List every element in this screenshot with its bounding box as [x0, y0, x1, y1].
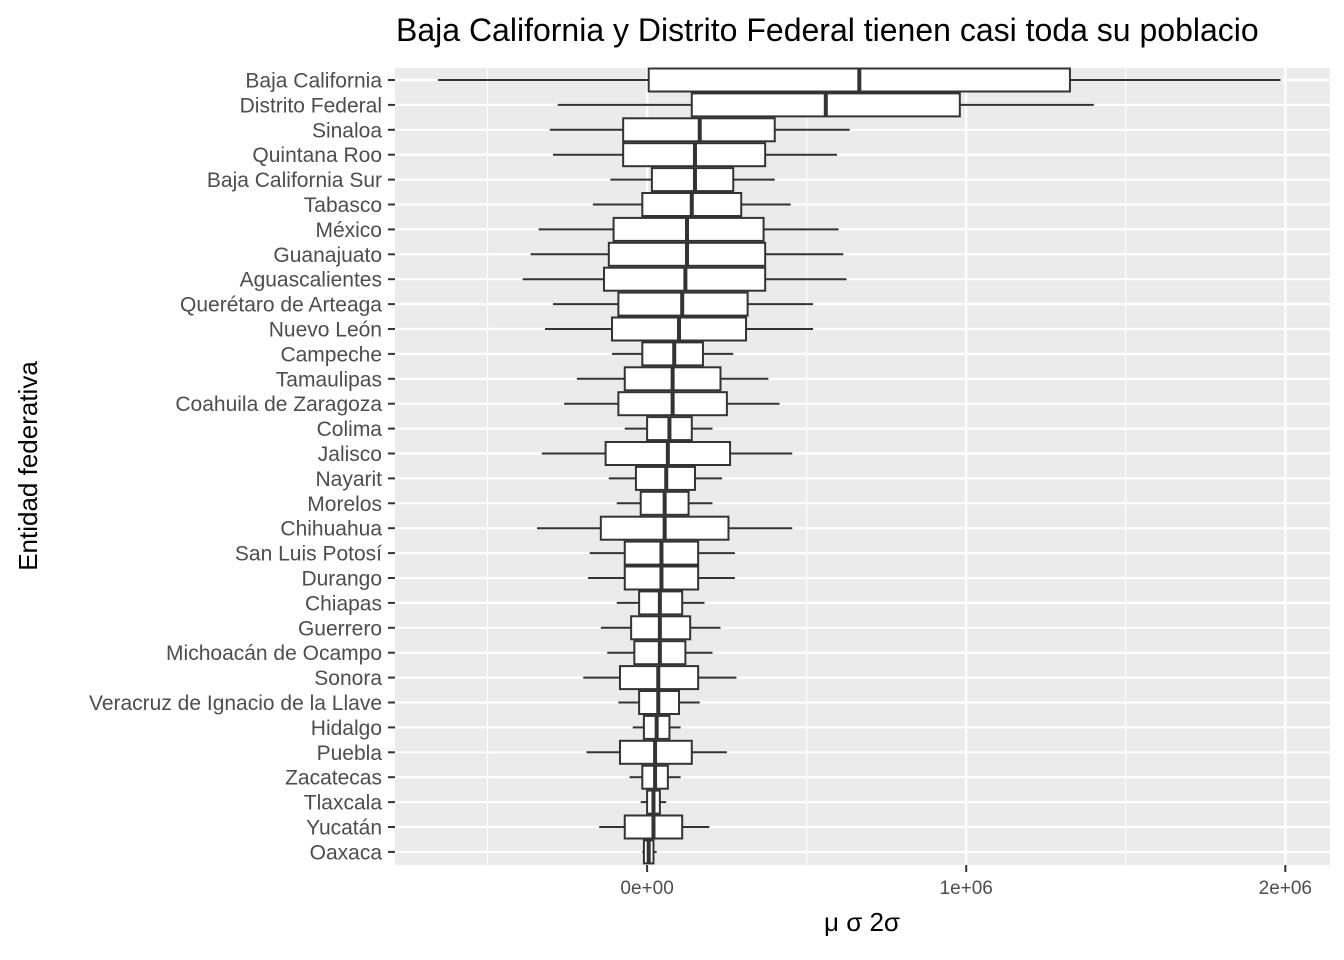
box-20 [589, 540, 735, 566]
box-iqr [650, 167, 735, 193]
box-18 [616, 490, 713, 516]
y-tick-label: Hidalgo [311, 717, 382, 740]
x-tick-label: 0e+00 [620, 878, 673, 899]
box-29 [629, 764, 681, 790]
box-28 [586, 739, 727, 765]
x-tick-label: 2e+06 [1259, 878, 1312, 899]
y-tick-label: Tamaulipas [276, 368, 382, 391]
y-tick-label: San Luis Potosí [235, 543, 382, 566]
y-tick-label: Zacatecas [285, 767, 382, 790]
y-tick-label: Tabasco [304, 194, 382, 217]
box-13 [576, 366, 769, 392]
y-tick-label: Chiapas [305, 592, 382, 615]
y-tick-label: Campeche [280, 343, 382, 366]
box-7 [538, 216, 839, 242]
box-32 [642, 839, 657, 865]
box-26 [618, 690, 700, 715]
y-tick-label: Veracruz de Ignacio de la Llave [89, 692, 382, 715]
y-tick-label: Baja California [245, 70, 382, 93]
y-tick-label: Yucatán [306, 817, 382, 840]
box-2 [557, 92, 1094, 118]
box-3 [549, 117, 850, 143]
y-axis-title: Entidad federativa [13, 361, 43, 571]
y-tick-label: Durango [301, 568, 382, 591]
x-axis-title: μ σ 2σ [824, 907, 900, 937]
y-tick-label: Morelos [307, 493, 382, 516]
box-8 [530, 241, 844, 267]
y-tick-label: Aguascalientes [240, 269, 382, 292]
y-tick-label: Nuevo León [269, 319, 382, 342]
box-6 [592, 192, 791, 217]
y-tick-label: Distrito Federal [240, 94, 382, 117]
y-tick-label: Sinaloa [312, 119, 382, 142]
box-19 [537, 515, 793, 541]
boxplot-series [438, 67, 1281, 865]
box-1 [438, 67, 1281, 93]
y-tick-label: Querétaro de Arteaga [180, 294, 382, 317]
box-5 [610, 167, 775, 193]
y-tick-label: Puebla [317, 742, 383, 765]
y-tick-label: Michoacán de Ocampo [166, 642, 382, 665]
box-27 [632, 714, 681, 740]
box-16 [541, 441, 793, 466]
box-31 [599, 814, 710, 840]
y-tick-label: Nayarit [315, 468, 382, 491]
y-tick-label: Coahuila de Zaragoza [175, 393, 382, 416]
box-21 [588, 565, 735, 591]
y-tick-label: Jalisco [318, 443, 382, 466]
box-11 [544, 316, 814, 342]
box-9 [522, 266, 847, 292]
major-gridlines [395, 68, 1330, 865]
x-axis: 0e+00 1e+06 2e+06 [620, 865, 1312, 899]
y-tick-label: Guanajuato [273, 244, 382, 267]
box-17 [608, 465, 723, 491]
box-15 [624, 416, 713, 442]
y-tick-label: Oaxaca [310, 841, 383, 864]
y-tick-label: Tlaxcala [304, 792, 383, 815]
y-tick-label: Chihuahua [280, 518, 382, 541]
box-25 [583, 665, 737, 691]
box-24 [607, 640, 713, 666]
y-tick-label: Guerrero [298, 617, 382, 640]
box-22 [616, 590, 705, 616]
x-tick-label: 1e+06 [940, 878, 993, 899]
y-tick-label: México [315, 219, 382, 242]
y-tick-label: Sonora [314, 667, 382, 690]
chart-title: Baja California y Distrito Federal tiene… [396, 12, 1259, 48]
box-23 [600, 615, 721, 641]
y-tick-label: Baja California Sur [207, 169, 382, 192]
box-10 [552, 291, 814, 317]
box-30 [640, 789, 667, 815]
y-tick-label: Quintana Roo [252, 144, 382, 167]
box-4 [552, 142, 837, 168]
y-tick-label: Colima [317, 418, 383, 441]
box-12 [611, 341, 734, 367]
box-14 [564, 391, 780, 417]
minor-gridlines [486, 68, 1127, 865]
plot-panel [395, 68, 1330, 865]
